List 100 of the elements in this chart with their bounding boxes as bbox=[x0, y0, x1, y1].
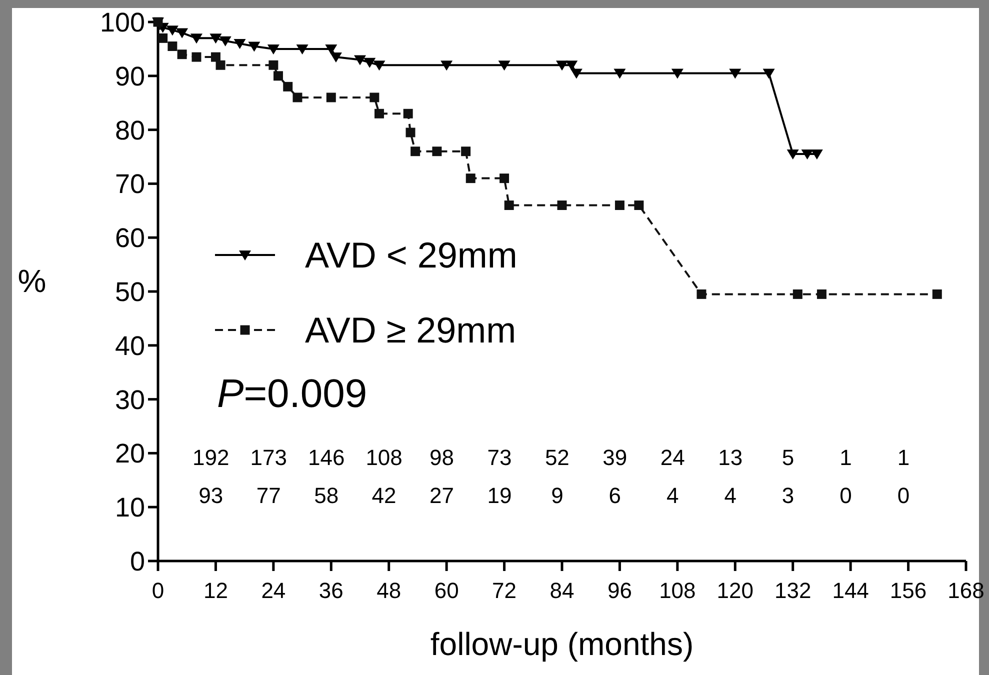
annotation: 98 bbox=[430, 445, 454, 470]
point bbox=[566, 60, 578, 71]
annotation: 39 bbox=[602, 445, 628, 470]
x-tick-label: 156 bbox=[890, 578, 927, 604]
x-tick-label: 84 bbox=[550, 578, 574, 604]
y-tick-label: 40 bbox=[114, 330, 145, 361]
point bbox=[696, 289, 706, 299]
annotation: 146 bbox=[308, 445, 345, 470]
point bbox=[671, 68, 684, 79]
point bbox=[234, 39, 246, 50]
annotation: 6 bbox=[608, 483, 622, 508]
x-tick-label: 96 bbox=[607, 578, 632, 604]
annotation: 19 bbox=[487, 483, 512, 508]
point bbox=[374, 108, 384, 118]
point bbox=[373, 60, 386, 71]
point bbox=[273, 71, 283, 81]
point bbox=[614, 200, 624, 210]
y-tick-label: 20 bbox=[114, 438, 145, 469]
point bbox=[370, 92, 380, 102]
point bbox=[762, 68, 775, 79]
point bbox=[292, 92, 302, 102]
point bbox=[498, 60, 510, 71]
point bbox=[296, 44, 308, 54]
point bbox=[406, 128, 416, 138]
point bbox=[268, 60, 278, 70]
point bbox=[504, 200, 514, 210]
point bbox=[932, 289, 942, 299]
x-tick-label: 36 bbox=[318, 578, 344, 604]
annotation: 27 bbox=[430, 483, 454, 508]
annotation: 58 bbox=[314, 483, 339, 508]
annotation: 24 bbox=[660, 445, 685, 470]
point bbox=[614, 68, 626, 79]
point bbox=[354, 55, 366, 66]
annotation: 1 bbox=[897, 445, 910, 470]
annotation: 77 bbox=[256, 483, 281, 508]
y-tick-label: 30 bbox=[114, 384, 145, 415]
x-tick-label: 168 bbox=[948, 578, 984, 604]
annotation: 173 bbox=[250, 445, 287, 470]
point bbox=[729, 68, 742, 79]
point bbox=[570, 68, 582, 79]
point bbox=[210, 34, 222, 44]
point bbox=[325, 44, 338, 54]
point bbox=[461, 146, 471, 156]
point bbox=[326, 92, 336, 102]
point bbox=[816, 289, 826, 299]
x-tick-label: 24 bbox=[261, 578, 286, 604]
point bbox=[177, 50, 187, 60]
x-tick-label: 120 bbox=[716, 578, 754, 604]
point bbox=[283, 82, 293, 92]
point bbox=[440, 60, 453, 71]
annotation: 93 bbox=[198, 483, 224, 508]
point bbox=[810, 150, 823, 160]
y-tick-label: 60 bbox=[114, 223, 145, 254]
y-tick-label: 50 bbox=[114, 276, 145, 307]
point bbox=[168, 42, 178, 51]
annotation: 0 bbox=[840, 483, 852, 508]
annotation: 4 bbox=[724, 483, 736, 508]
point bbox=[216, 60, 226, 70]
annotation: 73 bbox=[487, 445, 512, 470]
point bbox=[267, 44, 280, 54]
x-tick-label: 108 bbox=[659, 578, 696, 604]
x-tick-label: 12 bbox=[203, 578, 228, 604]
x-tick-label: 144 bbox=[832, 578, 869, 604]
point bbox=[248, 42, 260, 52]
annotation: 0 bbox=[897, 483, 910, 508]
point bbox=[786, 150, 799, 160]
point bbox=[330, 52, 342, 63]
legend-label: AVD ≥ 29mm bbox=[305, 310, 516, 351]
point bbox=[364, 58, 376, 68]
point bbox=[403, 108, 413, 118]
x-axis-title: follow-up (months) bbox=[430, 626, 694, 662]
x-tick-label: 132 bbox=[774, 578, 812, 604]
annotation: 192 bbox=[192, 445, 230, 470]
point bbox=[210, 52, 220, 62]
x-tick-label: 48 bbox=[376, 578, 402, 604]
annotation: 3 bbox=[782, 483, 794, 508]
annotation: P=0.009 bbox=[217, 372, 368, 416]
y-tick-label: 80 bbox=[114, 115, 145, 146]
point bbox=[557, 200, 567, 210]
point bbox=[190, 34, 202, 44]
point bbox=[792, 289, 802, 299]
y-tick-label: 90 bbox=[114, 61, 145, 92]
y-tick-label: 100 bbox=[100, 7, 145, 38]
annotation: 1 bbox=[840, 445, 852, 470]
y-axis-title: % bbox=[18, 263, 46, 299]
annotation: 4 bbox=[666, 483, 679, 508]
y-tick-label: 0 bbox=[130, 546, 145, 576]
y-tick-label: 10 bbox=[114, 492, 145, 523]
point bbox=[176, 28, 188, 38]
point bbox=[166, 26, 178, 36]
x-tick-label: 0 bbox=[152, 578, 164, 604]
annotation: 108 bbox=[366, 445, 402, 470]
point bbox=[500, 174, 510, 184]
point bbox=[432, 146, 442, 156]
point bbox=[466, 174, 476, 184]
legend-label: AVD < 29mm bbox=[305, 234, 518, 276]
annotation: 13 bbox=[718, 445, 743, 470]
y-tick-label: 70 bbox=[114, 169, 145, 200]
annotation: 42 bbox=[372, 483, 396, 508]
annotation: 52 bbox=[544, 445, 570, 470]
